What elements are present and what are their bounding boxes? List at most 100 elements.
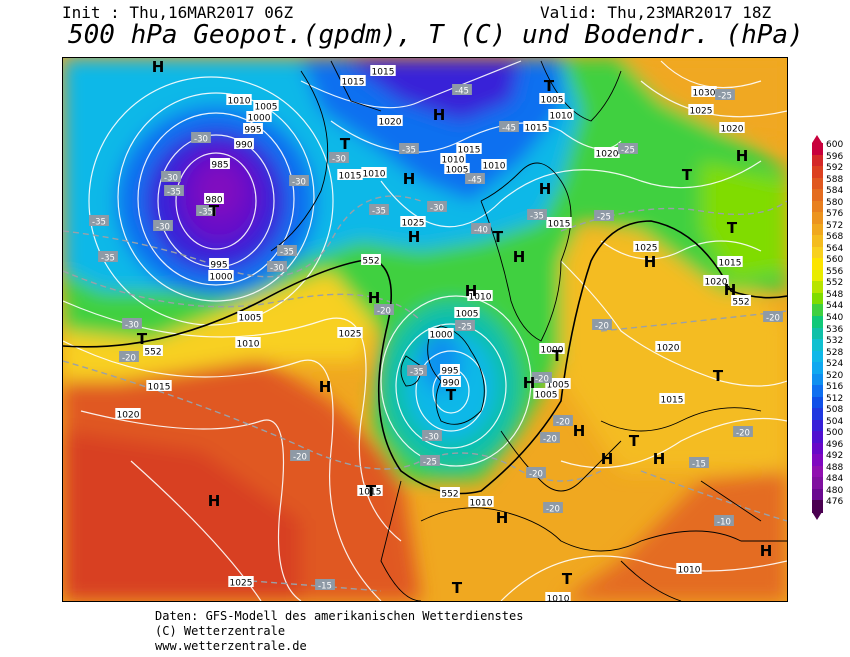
high-pressure-marker: H — [152, 58, 165, 76]
temperature-label-box — [471, 223, 491, 234]
isobar-label-box — [204, 193, 224, 204]
isobar-label-box — [234, 138, 254, 149]
legend-swatch — [812, 350, 823, 363]
temperature-label-text: -20 — [293, 453, 307, 463]
isobar-label: 1025 — [337, 327, 363, 340]
isobar-label-box — [441, 376, 461, 387]
temperature-label-text: -30 — [164, 174, 178, 184]
temperature-label-text: -40 — [474, 226, 488, 236]
high-pressure-marker: H — [601, 450, 614, 468]
high-pressure-marker: H — [433, 106, 446, 124]
low-pressure-marker: T — [209, 202, 220, 220]
temperature-label-box — [290, 450, 310, 461]
weather-map-canvas: 1015101510101005100099599098598099510001… — [63, 58, 787, 601]
isobar-labels: 1015101510101005100099599098598099510001… — [115, 65, 745, 602]
legend-label: 492 — [826, 451, 844, 462]
temperature-label-box — [452, 84, 472, 95]
legend-label: 480 — [826, 485, 844, 496]
temperature-label-text: -15 — [692, 460, 706, 470]
legend-cap-top — [812, 135, 822, 143]
weather-map: 1015 1015 1010 1005 1000 995 990 985 980 995 1000 1… — [62, 57, 788, 602]
isobar-label: 1010 — [545, 592, 571, 602]
legend-label: 572 — [826, 220, 844, 231]
isobar-label: 1005 — [454, 307, 480, 320]
footer-copyright: (C) Wetterzentrale — [155, 624, 286, 638]
isobar-label: 990 — [234, 138, 254, 151]
temperature-label-box — [329, 152, 349, 163]
isobar-label-box — [370, 65, 396, 76]
legend-label: 584 — [826, 186, 844, 197]
isobar-label-box — [523, 121, 549, 132]
temperature-label-text: -45 — [468, 176, 482, 186]
temperature-label-text: -25 — [718, 92, 732, 102]
gpdm-label-text: 552 — [362, 257, 379, 267]
temperature-label-text: -35 — [530, 212, 544, 222]
isobar-label-text: 1005 — [446, 166, 469, 176]
legend-label: 568 — [826, 232, 844, 243]
temperature-label-box — [89, 215, 109, 226]
isobar-label: 990 — [441, 376, 461, 389]
temperature-label-text: -25 — [458, 323, 472, 333]
gpdm-label-box — [143, 345, 163, 356]
legend-label: 552 — [826, 278, 844, 289]
temperature-label-text: -35 — [92, 218, 106, 228]
isobar-label-box — [246, 111, 272, 122]
isobar-label: 1005 — [533, 388, 559, 401]
legend-label: 512 — [826, 393, 844, 404]
isobar-label: 985 — [210, 158, 230, 171]
isobar-label-box — [428, 328, 454, 339]
temperature-label: -10 — [714, 515, 734, 528]
legend-label: 520 — [826, 370, 844, 381]
temperature-label: -45 — [452, 84, 472, 97]
temperature-label-box — [543, 502, 563, 513]
isobar-label: 1020 — [719, 122, 745, 135]
temperature-label-box — [267, 261, 287, 272]
temperature-label-text: -20 — [595, 322, 609, 332]
temperature-label: -25 — [594, 210, 614, 223]
temperature-label-text: -45 — [502, 124, 516, 134]
isobar-label-box — [146, 380, 172, 391]
legend-swatch — [812, 200, 823, 213]
temperature-label: -25 — [455, 320, 475, 333]
isobar-label-box — [228, 576, 254, 587]
temperature-label: -30 — [122, 318, 142, 331]
legend-label: 500 — [826, 428, 844, 439]
temperature-label: -35 — [399, 143, 419, 156]
isobar-label-text: 1005 — [535, 391, 558, 401]
legend-swatch — [812, 292, 823, 305]
isobar-label-box — [440, 153, 466, 164]
temperature-label-box — [733, 426, 753, 437]
temperature-label: -30 — [191, 132, 211, 145]
gpdm-labels: 552 552 552 552 — [143, 254, 751, 500]
isobar-label-text: 1005 — [456, 310, 479, 320]
temperature-label: -20 — [532, 372, 552, 385]
low-pressure-marker: T — [682, 166, 693, 184]
temperature-label-text: -30 — [425, 433, 439, 443]
isobar-label: 1000 — [208, 270, 234, 283]
isobar-label-text: 980 — [205, 196, 222, 206]
temperature-label-box — [161, 171, 181, 182]
isobar-label-box — [115, 408, 141, 419]
temperature-label: -25 — [618, 143, 638, 156]
legend-label: 544 — [826, 301, 844, 312]
isobar-label: 1025 — [688, 104, 714, 117]
temperature-label-box — [407, 365, 427, 376]
high-pressure-marker: H — [408, 228, 421, 246]
legend-swatch — [812, 396, 823, 409]
isobar-label-text: 1025 — [230, 579, 253, 589]
isobar-label: 1000 — [246, 111, 272, 124]
isobar-label: 1000 — [539, 343, 565, 356]
temperature-label-text: -20 — [535, 375, 549, 385]
temperature-label-box — [594, 210, 614, 221]
isobar-label-text: 1010 — [547, 595, 570, 602]
isobar-label-box — [655, 341, 681, 352]
isobar-label-text: 1000 — [210, 273, 233, 283]
temperature-label: -35 — [89, 215, 109, 228]
isobar-label: 1015 — [456, 143, 482, 156]
legend-swatch — [812, 281, 823, 294]
isobar-label-text: 995 — [244, 126, 261, 136]
legend-swatch — [812, 177, 823, 190]
high-pressure-marker: H — [368, 289, 381, 307]
temperature-label-box — [715, 89, 735, 100]
